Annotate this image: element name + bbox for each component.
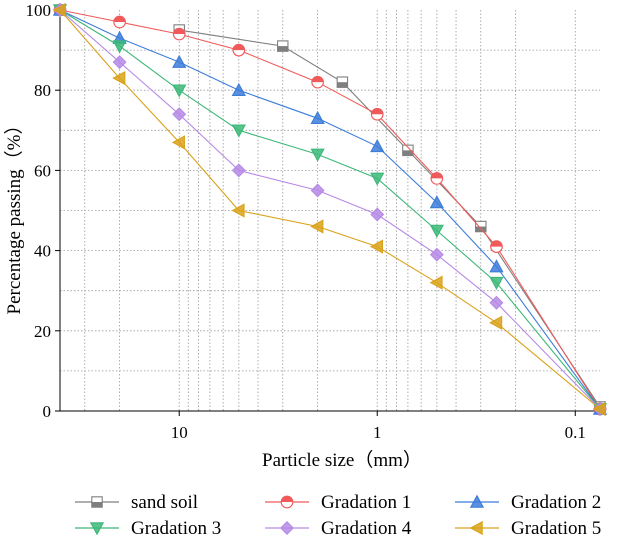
- data-point-gradation-1-fill: [311, 76, 324, 83]
- y-tick-label: 100: [26, 1, 52, 20]
- data-point-gradation-3: [429, 224, 444, 238]
- data-point-gradation-3: [310, 148, 325, 162]
- series-line-gradation-1: [59, 9, 601, 410]
- axes: [59, 10, 600, 412]
- data-point-gradation-4: [370, 207, 385, 222]
- series-gradation-3: [52, 4, 608, 417]
- legend-marker: [469, 520, 483, 536]
- y-axis-label: Percentage passing（%）: [3, 116, 25, 315]
- y-tick-label: 60: [34, 161, 51, 180]
- x-axis-label: Particle size（mm）: [262, 449, 422, 471]
- data-point-gradation-2: [489, 259, 504, 273]
- data-point-gradation-5: [171, 135, 185, 150]
- legend-label: Gradation 2: [511, 492, 601, 513]
- data-point-gradation-2: [172, 54, 187, 68]
- series-line-sand-soil: [179, 29, 601, 408]
- legend-label: Gradation 3: [131, 518, 221, 539]
- legend-item-gradation-2: Gradation 2: [455, 492, 601, 513]
- legend-item-gradation-5: Gradation 5: [455, 518, 601, 539]
- y-tick-label: 40: [34, 242, 51, 261]
- data-point-gradation-4: [231, 163, 246, 178]
- series: [52, 2, 608, 417]
- data-point-gradation-5: [369, 239, 383, 254]
- data-point-gradation-3: [172, 84, 187, 98]
- series-line-gradation-2: [59, 9, 601, 410]
- data-point-gradation-1-fill: [490, 240, 503, 247]
- legend-marker-fill: [91, 502, 103, 508]
- y-tick-label: 0: [43, 402, 52, 421]
- data-point-gradation-4: [172, 107, 187, 122]
- data-point-gradation-4: [489, 295, 504, 310]
- legend-item-gradation-1: Gradation 1: [265, 492, 411, 513]
- series-gradation-2: [52, 2, 608, 415]
- data-point-gradation-2: [310, 110, 325, 125]
- legend-label: Gradation 4: [321, 518, 412, 539]
- data-point-gradation-5: [429, 275, 443, 290]
- y-tick-label: 20: [34, 322, 51, 341]
- series-line-gradation-4: [59, 9, 601, 410]
- data-point-gradation-3: [112, 40, 127, 54]
- legend-label: sand soil: [131, 492, 198, 513]
- x-tick-label: 10: [171, 423, 188, 442]
- series-gradation-5: [52, 2, 606, 417]
- legend-marker: [89, 522, 105, 536]
- data-point-gradation-3: [489, 276, 504, 291]
- data-point-gradation-2: [370, 138, 385, 153]
- data-point-gradation-1-fill: [371, 108, 384, 115]
- data-point-gradation-1-fill: [431, 172, 443, 179]
- legend-marker-fill: [281, 496, 293, 502]
- legend-marker: [280, 521, 294, 535]
- y-tick-label: 80: [34, 81, 51, 100]
- series-gradation-1: [53, 3, 607, 416]
- grid: [59, 10, 600, 411]
- x-tick-label: 0.1: [565, 423, 586, 442]
- data-point-gradation-5: [112, 71, 126, 86]
- x-tick-label: 1: [373, 423, 382, 442]
- data-point-gradation-3: [231, 124, 246, 138]
- data-point-gradation-1-fill: [173, 28, 186, 35]
- data-point-gradation-5: [231, 203, 245, 218]
- legend-label: Gradation 5: [511, 518, 601, 539]
- data-point-gradation-4: [112, 55, 127, 70]
- legend-marker: [469, 494, 485, 508]
- data-point-gradation-5: [592, 401, 606, 417]
- data-point-gradation-3: [370, 172, 385, 186]
- data-point-sand-soil-fill: [337, 82, 348, 88]
- data-point-gradation-2: [429, 195, 444, 209]
- legend-item-gradation-3: Gradation 3: [75, 518, 221, 539]
- legend-item-sand-soil: sand soil: [75, 492, 198, 513]
- data-point-sand-soil-fill: [277, 46, 288, 52]
- ticks: 0 20 40 60 80 100 10 1 0.1: [26, 1, 586, 442]
- data-point-gradation-5: [310, 219, 324, 234]
- series-line-gradation-5: [59, 9, 601, 410]
- data-point-gradation-4: [429, 247, 444, 262]
- series-gradation-4: [53, 3, 607, 416]
- data-point-gradation-4: [310, 183, 325, 198]
- series-line-gradation-3: [59, 9, 601, 410]
- legend-label: Gradation 1: [321, 492, 411, 513]
- data-point-gradation-1-fill: [113, 16, 126, 23]
- data-point-sand-soil-fill: [402, 150, 414, 156]
- data-point-gradation-2: [231, 82, 246, 96]
- legend-item-gradation-4: Gradation 4: [265, 518, 412, 539]
- data-point-gradation-5: [52, 2, 66, 18]
- legend: sand soil Gradation 1 Gradation 2 Gradation…: [75, 492, 601, 539]
- data-point-gradation-1-fill: [233, 44, 245, 51]
- data-point-gradation-5: [489, 315, 503, 330]
